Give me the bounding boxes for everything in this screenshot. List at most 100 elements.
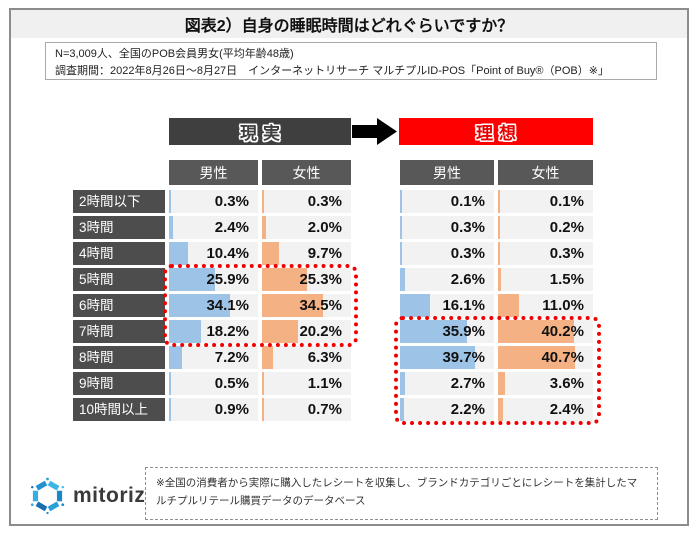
value-cell: 0.3%	[498, 242, 593, 265]
female-data-bar	[262, 320, 298, 343]
female-data-bar	[498, 190, 500, 213]
value-text: 0.7%	[307, 401, 342, 418]
value-cell: 7.2%	[169, 346, 258, 369]
page-title: 図表2）自身の睡眠時間はどれぐらいですか？	[184, 18, 514, 35]
male-data-bar	[400, 242, 402, 265]
reality-banner: 現実	[169, 118, 351, 145]
title-bar: 図表2）自身の睡眠時間はどれぐらいですか？	[11, 10, 687, 38]
value-cell: 9.7%	[262, 242, 351, 265]
value-text: 0.3%	[549, 245, 584, 262]
female-data-bar	[262, 190, 264, 213]
male-data-bar	[169, 268, 216, 291]
value-cell: 10.4%	[169, 242, 258, 265]
value-text: 2.4%	[214, 219, 249, 236]
brand-name: mitoriz	[73, 484, 146, 507]
value-text: 34.5%	[299, 297, 342, 314]
value-text: 0.1%	[549, 193, 584, 210]
reality-banner-label: 現実	[240, 124, 286, 143]
value-cell: 25.3%	[262, 268, 351, 291]
male-data-bar	[400, 216, 402, 239]
value-cell: 2.4%	[498, 398, 593, 421]
male-data-bar	[400, 372, 406, 395]
survey-sample-line: N=3,009人、全国のPOB会員男女(平均年齢48歳)	[55, 48, 294, 60]
female-data-bar	[498, 398, 503, 421]
value-cell: 0.7%	[262, 398, 351, 421]
male-data-bar	[400, 346, 475, 369]
value-text: 25.9%	[206, 271, 249, 288]
value-text: 35.9%	[442, 323, 485, 340]
male-data-bar	[400, 268, 405, 291]
female-data-bar	[498, 294, 519, 317]
value-cell: 0.1%	[498, 190, 593, 213]
value-cell: 16.1%	[400, 294, 494, 317]
male-data-bar	[169, 294, 230, 317]
value-text: 0.2%	[549, 219, 584, 236]
value-text: 2.2%	[450, 401, 485, 418]
frame-border	[9, 8, 689, 526]
female-data-bar	[498, 268, 501, 291]
value-cell: 0.3%	[169, 190, 258, 213]
value-text: 20.2%	[299, 323, 342, 340]
arrow-right-icon	[352, 118, 397, 145]
value-cell: 40.2%	[498, 320, 593, 343]
value-text: 10.4%	[206, 245, 249, 262]
female-data-bar	[262, 216, 266, 239]
value-cell: 2.4%	[169, 216, 258, 239]
header-ideal-male: 男性	[400, 160, 494, 185]
value-text: 40.2%	[541, 323, 584, 340]
value-cell: 2.6%	[400, 268, 494, 291]
value-cell: 0.3%	[400, 216, 494, 239]
value-cell: 0.1%	[400, 190, 494, 213]
value-text: 7.2%	[214, 349, 249, 366]
value-cell: 2.0%	[262, 216, 351, 239]
value-text: 9.7%	[307, 245, 342, 262]
female-data-bar	[498, 216, 500, 239]
female-data-bar	[262, 294, 324, 317]
male-data-bar	[169, 398, 171, 421]
row-label: 2時間以下	[73, 190, 165, 213]
row-label: 9時間	[73, 372, 165, 395]
male-data-bar	[169, 372, 171, 395]
value-text: 39.7%	[442, 349, 485, 366]
value-cell: 20.2%	[262, 320, 351, 343]
value-cell: 11.0%	[498, 294, 593, 317]
row-label: 6時間	[73, 294, 165, 317]
value-text: 0.1%	[450, 193, 485, 210]
row-label: 4時間	[73, 242, 165, 265]
value-text: 40.7%	[541, 349, 584, 366]
value-cell: 0.2%	[498, 216, 593, 239]
value-cell: 3.6%	[498, 372, 593, 395]
row-label: 5時間	[73, 268, 165, 291]
value-cell: 2.2%	[400, 398, 494, 421]
value-cell: 25.9%	[169, 268, 258, 291]
survey-info-box: N=3,009人、全国のPOB会員男女(平均年齢48歳) 調査期間：2022年8…	[45, 42, 657, 80]
female-data-bar	[262, 398, 264, 421]
value-text: 18.2%	[206, 323, 249, 340]
value-text: 0.9%	[214, 401, 249, 418]
male-data-bar	[169, 346, 182, 369]
value-cell: 2.7%	[400, 372, 494, 395]
value-text: 6.3%	[307, 349, 342, 366]
row-label: 7時間	[73, 320, 165, 343]
female-data-bar	[262, 346, 274, 369]
header-ideal-female: 女性	[498, 160, 593, 185]
value-cell: 0.3%	[262, 190, 351, 213]
value-text: 0.5%	[214, 375, 249, 392]
row-label: 3時間	[73, 216, 165, 239]
value-text: 3.6%	[549, 375, 584, 392]
header-reality-male: 男性	[169, 160, 258, 185]
female-data-bar	[262, 268, 308, 291]
row-label: 10時間以上	[73, 398, 165, 421]
value-text: 1.5%	[549, 271, 584, 288]
value-text: 2.0%	[307, 219, 342, 236]
male-data-bar	[169, 242, 188, 265]
female-data-bar	[498, 346, 576, 369]
male-data-bar	[169, 190, 171, 213]
row-label: 8時間	[73, 346, 165, 369]
header-reality-female: 女性	[262, 160, 351, 185]
value-text: 2.4%	[549, 401, 584, 418]
female-data-bar	[262, 372, 264, 395]
male-data-bar	[169, 216, 174, 239]
value-text: 0.3%	[450, 245, 485, 262]
ideal-banner: 理想	[399, 118, 593, 145]
